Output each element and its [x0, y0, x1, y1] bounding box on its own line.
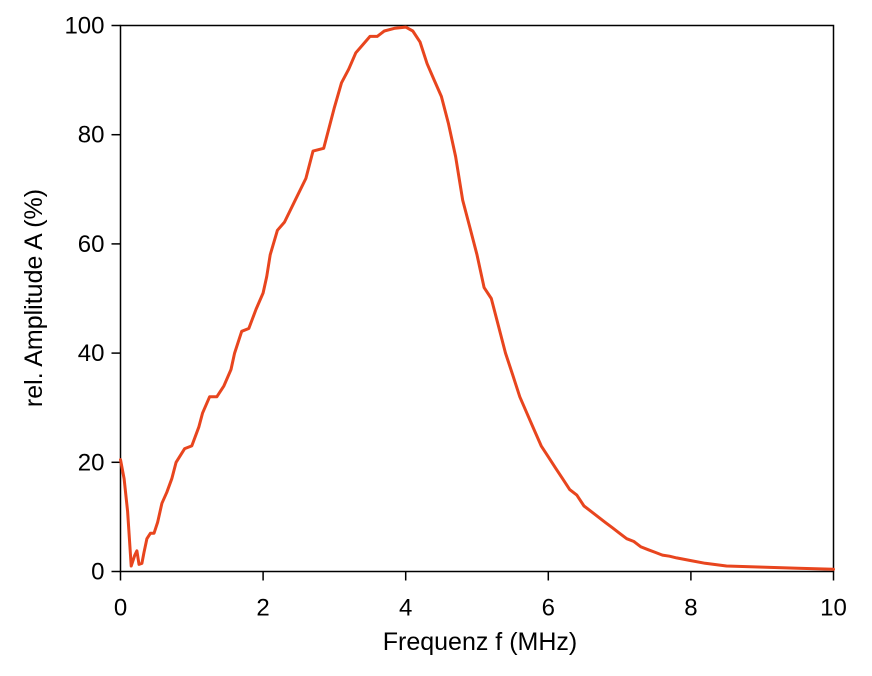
x-tick-label: 2: [256, 595, 269, 622]
y-tick-label: 60: [78, 231, 105, 258]
y-axis: 0 20 40 60 80 100: [64, 13, 121, 586]
y-tick-label: 100: [64, 13, 104, 40]
x-axis-label: Frequenz f (MHz): [383, 628, 577, 656]
x-tick-label: 8: [684, 595, 697, 622]
y-axis-label: rel. Amplitude A (%): [20, 189, 48, 407]
x-tick-label: 0: [114, 595, 127, 622]
x-tick-label: 6: [542, 595, 555, 622]
y-tick-label: 80: [78, 122, 105, 149]
x-tick-label: 10: [820, 595, 847, 622]
x-tick-label: 4: [399, 595, 412, 622]
y-tick-label: 0: [91, 559, 104, 586]
plot-frame: [119, 24, 835, 573]
amplitude-series-line: [119, 25, 835, 571]
x-axis: 0 2 4 6 8 10: [114, 571, 847, 622]
y-tick-label: 20: [78, 449, 105, 476]
y-tick-label: 40: [78, 340, 105, 367]
